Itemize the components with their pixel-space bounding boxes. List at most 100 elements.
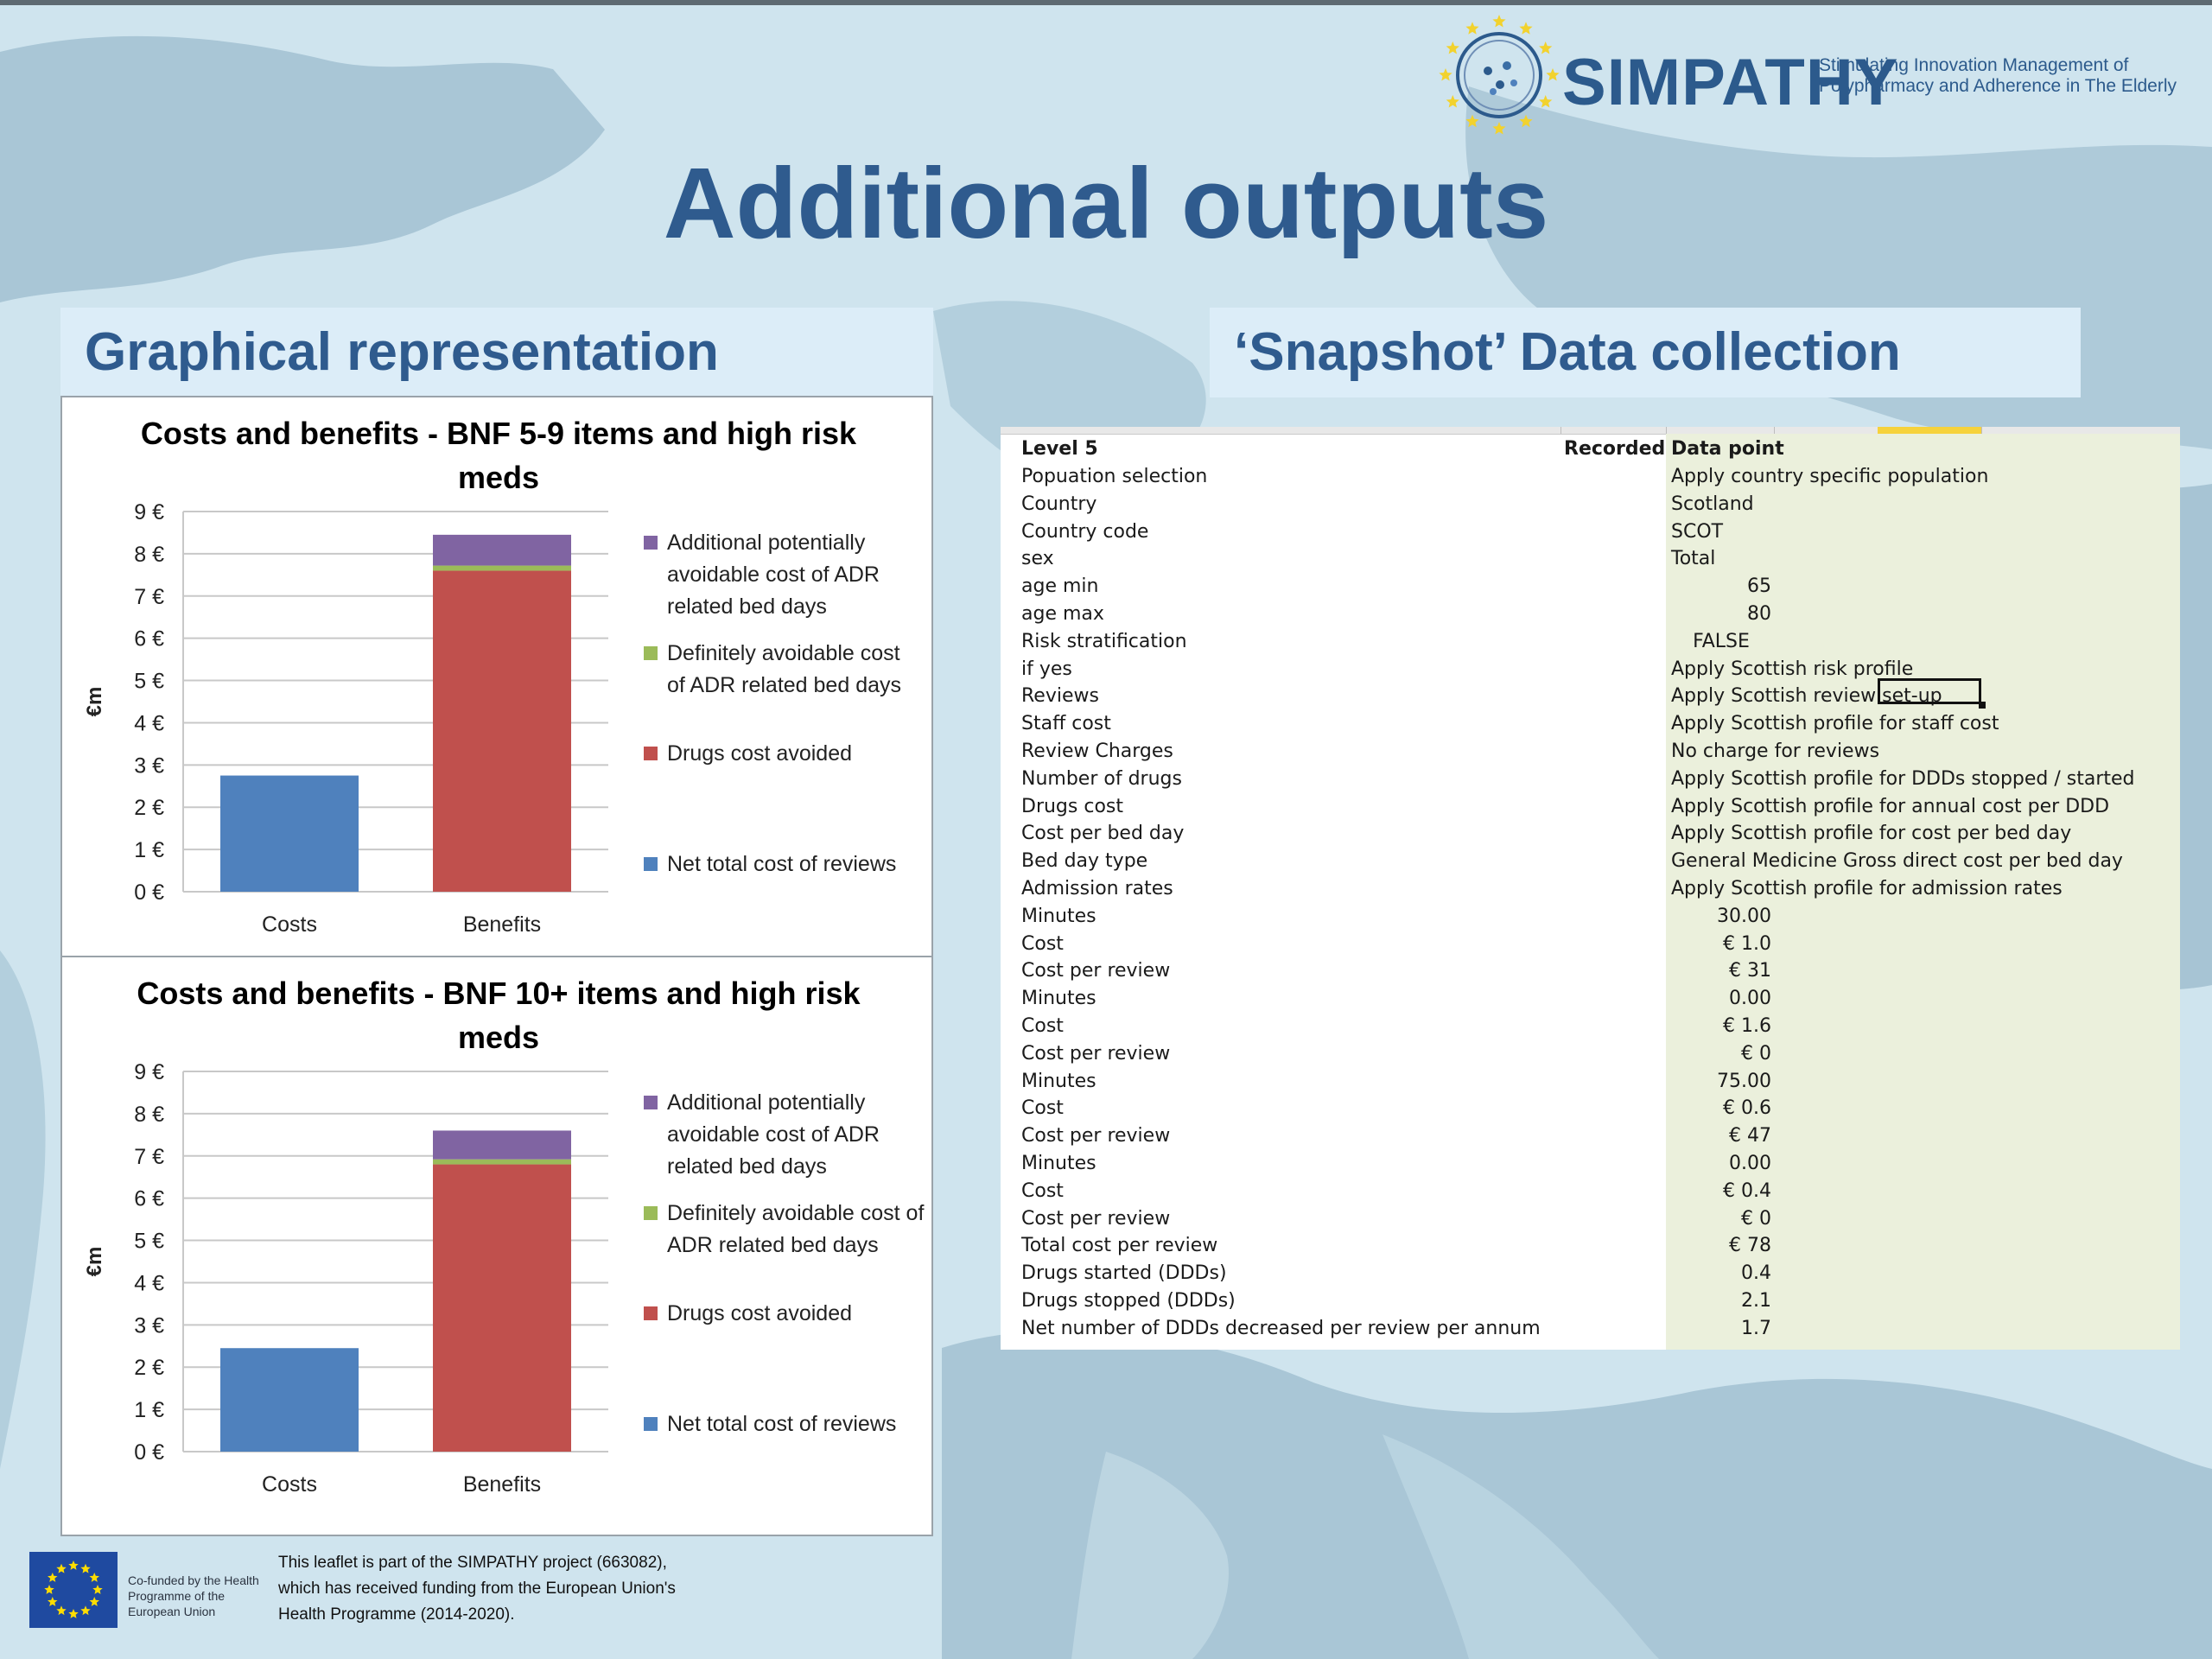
sheet-cell-value[interactable]: € 47	[1729, 1125, 1771, 1147]
y-tick-label: 1 €	[134, 1398, 164, 1422]
sheet-cell-value[interactable]: Apply Scottish profile for DDDs stopped …	[1671, 767, 2135, 790]
sheet-cell-label: Net number of DDDs decreased per review …	[1021, 1317, 1541, 1339]
sheet-cell-value[interactable]: € 0.6	[1723, 1097, 1771, 1120]
legend-label: Additional potentially	[667, 1090, 866, 1115]
sheet-column-divider	[1981, 427, 1982, 434]
eu-star	[56, 1605, 67, 1616]
simpathy-logo: SIMPATHY Stimulating Innovation Manageme…	[1434, 10, 2203, 149]
x-tick-label: Benefits	[463, 912, 541, 937]
sheet-cell-label: Drugs cost	[1021, 795, 1123, 817]
legend-label: related bed days	[667, 1154, 827, 1179]
cofunded-text: Co-funded by the Health Programme of the…	[128, 1573, 259, 1618]
bar-segment	[433, 1159, 571, 1165]
sheet-cell-value[interactable]: Apply Scottish profile for cost per bed …	[1671, 823, 2072, 845]
bar-segment	[433, 570, 571, 892]
y-tick-label: 5 €	[134, 1230, 164, 1254]
sheet-column-divider	[1666, 427, 1667, 434]
sheet-header-row: Level 5 Recorded Data point	[1001, 435, 2180, 463]
eu-star	[68, 1609, 79, 1618]
chart-bnf-5-9: Costs and benefits - BNF 5-9 items and h…	[83, 416, 901, 937]
sheet-cell-value[interactable]: 0.4	[1741, 1262, 1771, 1285]
sheet-cell-value[interactable]: FALSE	[1693, 630, 1750, 652]
section-heading-snapshot: ‘Snapshot’ Data collection	[1210, 308, 2081, 397]
legend-label: related bed days	[667, 594, 827, 619]
sheet-cell-label: Admission rates	[1021, 878, 1173, 899]
sheet-cell-label: Cost	[1021, 1097, 1064, 1120]
eu-star	[89, 1597, 99, 1606]
sheet-cell-value[interactable]: Apply Scottish risk profile	[1671, 658, 1914, 680]
sheet-cell-value[interactable]: General Medicine Gross direct cost per b…	[1671, 850, 2123, 873]
sheet-cell-label: Country	[1021, 493, 1097, 515]
sheet-cell-value[interactable]: Apply Scottish profile for annual cost p…	[1671, 795, 2110, 817]
legend-label: avoidable cost of ADR	[667, 563, 880, 587]
sheet-row: Popuation selection Apply country specifi…	[1001, 463, 2180, 491]
sheet-row: Drugs cost Apply Scottish profile for ann…	[1001, 793, 2180, 821]
sheet-cell-value[interactable]: 1.7	[1741, 1317, 1771, 1339]
sheet-row: Cost per review € 0	[1001, 1040, 2180, 1068]
chart-title: meds	[458, 460, 539, 495]
sheet-cell-value[interactable]: 80	[1747, 603, 1771, 625]
sheet-cell-value[interactable]: € 31	[1729, 960, 1771, 982]
selected-cell[interactable]	[1878, 678, 1981, 704]
sheet-cell-value[interactable]: € 0.4	[1723, 1179, 1771, 1202]
logo-star	[1492, 15, 1506, 28]
sheet-cell-label: Cost per bed day	[1021, 823, 1185, 845]
chart-title: Costs and benefits - BNF 5-9 items and h…	[141, 416, 857, 451]
sheet-row: Cost € 1.0	[1001, 931, 2180, 958]
sheet-row: Drugs started (DDDs) 0.4	[1001, 1260, 2180, 1287]
legend-swatch	[644, 857, 658, 871]
y-tick-label: 4 €	[134, 711, 164, 735]
eu-star	[44, 1585, 54, 1594]
sheet-cell-value[interactable]: Total	[1671, 548, 1716, 570]
sheet-cell-value[interactable]: Apply Scottish profile for admission rat…	[1671, 878, 2063, 899]
sheet-cell-value[interactable]: € 78	[1729, 1235, 1771, 1257]
eu-star	[89, 1573, 99, 1582]
legend-label: Net total cost of reviews	[667, 1412, 896, 1436]
logo-star	[1465, 114, 1479, 128]
fill-handle[interactable]	[1979, 702, 1986, 709]
sheet-cell-value[interactable]: Apply Scottish profile for staff cost	[1671, 713, 1999, 735]
sheet-cell-value[interactable]: € 1.0	[1723, 932, 1771, 955]
sheet-cell-value[interactable]: 2.1	[1741, 1290, 1771, 1312]
sheet-cell-label: Country code	[1021, 520, 1149, 543]
sheet-cell-value[interactable]: Apply country specific population	[1671, 466, 1989, 487]
y-tick-label: 9 €	[134, 500, 164, 524]
sheet-cell-label: Review Charges	[1021, 741, 1173, 762]
y-tick-label: 7 €	[134, 1145, 164, 1169]
sheet-row: age max 80	[1001, 601, 2180, 628]
sheet-row: Review Charges No charge for reviews	[1001, 738, 2180, 766]
x-tick-label: Benefits	[463, 1472, 541, 1497]
sheet-cell-value[interactable]: Scotland	[1671, 493, 1754, 515]
sheet-cell-value[interactable]: € 0	[1741, 1207, 1771, 1230]
page-title: Additional outputs	[663, 147, 1549, 259]
legend-swatch	[644, 1306, 658, 1320]
legend-label: Drugs cost avoided	[667, 1301, 852, 1325]
logo-star	[1439, 68, 1452, 81]
y-tick-label: 3 €	[134, 753, 164, 778]
sheet-row: if yes Apply Scottish risk profile	[1001, 656, 2180, 683]
header-data-point: Data point	[1671, 438, 1784, 460]
sheet-cell-label: if yes	[1021, 658, 1072, 680]
sheet-row: Number of drugs Apply Scottish profile fo…	[1001, 766, 2180, 793]
sheet-cell-value[interactable]: No charge for reviews	[1671, 741, 1880, 762]
sheet-row: Net number of DDDs decreased per review …	[1001, 1315, 2180, 1343]
eu-star	[48, 1573, 58, 1582]
sheet-row: age min 65	[1001, 573, 2180, 601]
sheet-cell-value[interactable]: € 1.6	[1723, 1015, 1771, 1037]
y-tick-label: 6 €	[134, 627, 164, 652]
sheet-row: Admission rates Apply Scottish profile fo…	[1001, 875, 2180, 903]
top-border	[0, 0, 2212, 5]
footer: Co-funded by the Health Programme of the…	[0, 1531, 950, 1659]
sheet-cell-value[interactable]: 0.00	[1729, 1153, 1771, 1174]
sheet-cell-label: Total cost per review	[1021, 1235, 1218, 1257]
sheet-cell-label: Cost per review	[1021, 1042, 1171, 1065]
sheet-cell-value[interactable]: SCOT	[1671, 520, 1724, 543]
sheet-cell-value[interactable]: 65	[1747, 575, 1771, 598]
bar-segment	[220, 1348, 359, 1452]
y-tick-label: 3 €	[134, 1313, 164, 1338]
sheet-cell-value[interactable]: 30.00	[1717, 905, 1771, 927]
sheet-cell-value[interactable]: 0.00	[1729, 988, 1771, 1010]
sheet-row: Risk stratification FALSE	[1001, 628, 2180, 656]
sheet-cell-value[interactable]: € 0	[1741, 1042, 1771, 1065]
sheet-cell-value[interactable]: 75.00	[1717, 1070, 1771, 1092]
